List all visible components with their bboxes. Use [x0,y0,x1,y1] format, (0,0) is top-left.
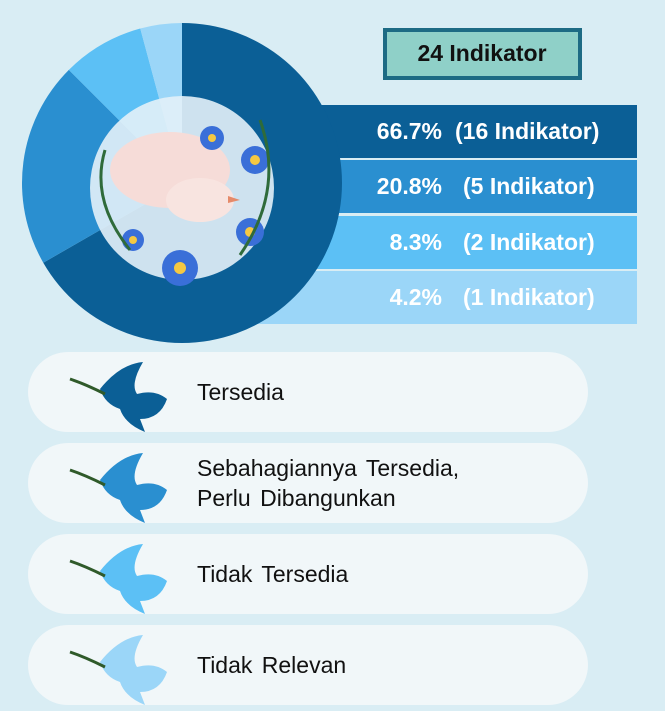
legend-item [28,534,588,614]
legend-branch [69,377,106,396]
legend-dove [100,362,167,432]
legend-branch [69,468,106,487]
legend-label: Tersedia [197,379,284,405]
illustration [90,96,274,286]
count-label: (5 Indikator) [463,173,595,199]
legend-item [28,352,588,432]
legend-dove [100,453,167,523]
title-box [383,28,582,80]
legend-branch [69,559,106,578]
chart-title: 24 Indikator [417,40,546,66]
legend-label: Tidak Relevan [197,652,347,678]
legend-dove [100,544,167,614]
value-label: 8.3% [390,229,442,255]
legend-label: Tidak Tersedia [197,561,349,587]
count-label: (1 Indikator) [463,284,595,310]
count-label: (2 Indikator) [463,229,595,255]
value-label: 20.8% [377,173,442,199]
count-label: (16 Indikator) [455,118,599,144]
legend-branch [69,650,106,669]
legend-dove [100,635,167,705]
legend-item [28,625,588,705]
value-label: 66.7% [377,118,442,144]
legend-item [28,443,588,523]
value-label: 4.2% [390,284,442,310]
legend-label: Sebahagiannya Tersedia, Perlu Dibangunka… [197,455,460,511]
